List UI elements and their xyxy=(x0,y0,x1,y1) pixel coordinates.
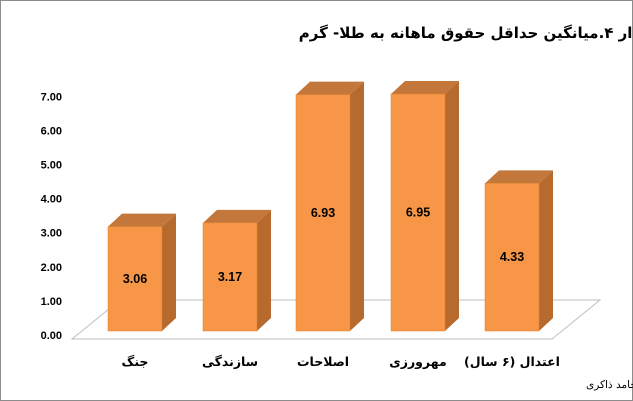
credit-note: تحلیل و استنتاج حامد ذاکری xyxy=(586,379,633,391)
bar-front xyxy=(202,222,258,332)
x-tick-label: مهرورزی xyxy=(389,354,446,369)
data-label: 6.95 xyxy=(406,206,430,220)
chart-title: نمودار ۴.میانگین حداقل حقوق ماهانه به طل… xyxy=(299,24,633,42)
bar-side xyxy=(350,81,364,331)
data-label: 3.17 xyxy=(218,270,242,284)
x-tick-label: اعتدال (۶ سال) xyxy=(464,354,560,369)
x-tick-label: اصلاحات xyxy=(297,354,349,369)
value-labels-group: 3.06 3.17 6.93 6.95 4.33 xyxy=(123,206,524,286)
y-axis: 0.00 1.00 2.00 3.00 4.00 5.00 6.00 7.00 xyxy=(41,91,62,342)
bar xyxy=(390,81,459,332)
y-tick-label: 5.00 xyxy=(41,160,62,172)
y-tick-label: 6.00 xyxy=(41,125,62,137)
data-label: 6.93 xyxy=(311,206,335,220)
data-label: 4.33 xyxy=(500,250,524,264)
bar xyxy=(484,170,553,332)
bar-side xyxy=(445,81,459,331)
y-tick-label: 3.00 xyxy=(41,228,62,240)
bar-side xyxy=(539,170,553,331)
data-label: 3.06 xyxy=(123,272,147,286)
bar xyxy=(202,209,271,332)
bar xyxy=(295,81,364,332)
bar-top xyxy=(391,81,459,95)
x-tick-label: جنگ xyxy=(122,354,149,369)
bar-top xyxy=(203,209,271,223)
bar-front xyxy=(295,94,351,332)
y-tick-label: 4.00 xyxy=(41,194,62,206)
y-tick-label: 0.00 xyxy=(41,330,62,342)
x-tick-label: سازندگی xyxy=(202,354,258,369)
bar-front xyxy=(107,226,163,332)
y-tick-label: 7.00 xyxy=(41,91,62,103)
bar-front xyxy=(484,183,540,332)
x-axis: جنگ سازندگی اصلاحات مهرورزی اعتدال (۶ سال) xyxy=(122,354,560,369)
y-tick-label: 2.00 xyxy=(41,262,62,274)
bar-front xyxy=(390,93,446,332)
bar-top xyxy=(485,170,553,184)
bar-side xyxy=(257,209,271,331)
y-tick-label: 1.00 xyxy=(41,296,62,308)
bar-top xyxy=(296,81,364,95)
bars-group xyxy=(107,81,553,332)
bar xyxy=(107,213,176,332)
bar-top xyxy=(108,213,176,227)
bar-side xyxy=(162,213,176,331)
